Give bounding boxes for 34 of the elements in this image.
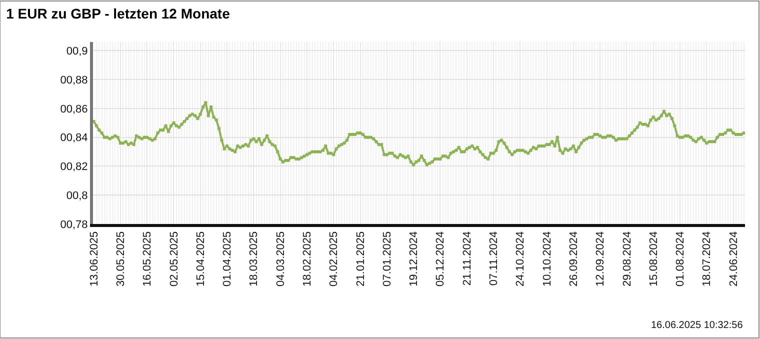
x-tick-label: 12.09.2024: [594, 231, 607, 286]
x-tick-label: 01.04.2025: [222, 231, 234, 286]
x-tick-label: 02.05.2025: [168, 231, 180, 286]
x-tick-label: 16.05.2025: [142, 231, 154, 286]
x-tick-label: 01.08.2024: [674, 231, 687, 286]
x-tick-label: 18.02.2025: [302, 231, 314, 286]
y-tick-label: 00,9: [66, 46, 88, 58]
x-tick-label: 24.06.2024: [728, 231, 740, 286]
x-tick-label: 05.12.2024: [434, 231, 447, 286]
x-tick-label: 21.11.2024: [461, 231, 474, 286]
y-tick-label: 00,78: [60, 218, 88, 231]
x-tick-label: 30.05.2025: [115, 231, 128, 286]
x-tick-label: 29.08.2024: [621, 231, 634, 286]
x-tick-label: 15.04.2025: [194, 231, 207, 286]
x-tick-label: 04.02.2025: [328, 231, 340, 286]
x-tick-label: 21.01.2025: [354, 231, 367, 286]
chart-title: 1 EUR zu GBP - letzten 12 Monate: [6, 5, 230, 22]
y-tick-label: 00,84: [60, 132, 88, 144]
x-tick-label: 15.08.2024: [648, 231, 660, 286]
text: 16.06.2025 10:32:56: [651, 320, 744, 331]
y-tick-label: 00,86: [60, 103, 88, 116]
x-tick-label: 07.01.2025: [381, 231, 394, 286]
x-tick-label: 26.09.2024: [568, 231, 580, 286]
y-tick-label: 00,8: [66, 190, 88, 202]
x-tick-label: 19.12.2024: [408, 231, 420, 286]
x-tick-label: 07.11.2024: [488, 231, 500, 286]
x-tick-label: 24.10.2024: [514, 231, 527, 286]
x-tick-label: 18.03.2025: [248, 231, 260, 286]
x-tick-label: 10.10.2024: [541, 231, 554, 286]
x-tick-label: 18.07.2024: [701, 231, 714, 286]
y-tick-label: 00,88: [60, 74, 88, 86]
x-tick-label: 04.03.2025: [274, 231, 287, 286]
x-tick-label: 13.06.2025: [88, 231, 100, 286]
y-tick-label: 00,82: [60, 161, 88, 174]
